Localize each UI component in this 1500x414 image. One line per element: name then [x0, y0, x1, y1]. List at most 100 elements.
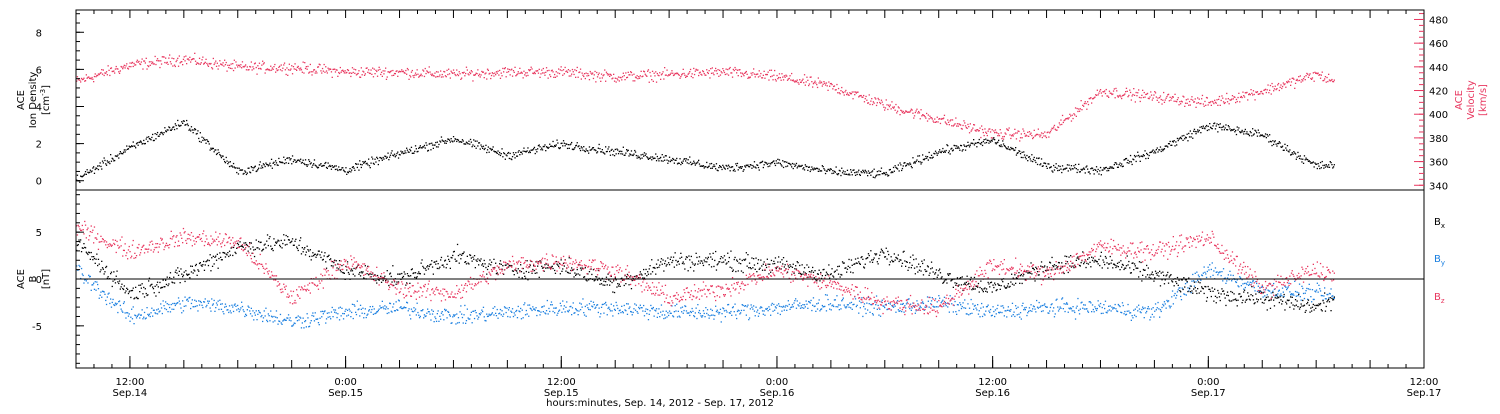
- velocity-point: [1006, 128, 1008, 130]
- by-point: [1160, 310, 1162, 313]
- velocity-point: [1028, 135, 1030, 137]
- by-point: [545, 313, 547, 315]
- velocity-point: [1063, 119, 1065, 122]
- velocity-point: [897, 106, 899, 108]
- ion-density-point: [1272, 140, 1274, 142]
- by-point: [130, 316, 132, 318]
- ion-density-point: [620, 153, 622, 155]
- velocity-point: [362, 70, 364, 72]
- velocity-point: [1115, 87, 1117, 90]
- ion-density-point: [509, 152, 511, 155]
- velocity-point: [476, 73, 478, 75]
- velocity-point: [110, 67, 113, 69]
- ion-density-point: [1018, 150, 1020, 152]
- ion-density-point: [1217, 131, 1219, 133]
- by-point: [613, 308, 616, 310]
- by-point: [790, 306, 792, 309]
- ion-density-point: [776, 162, 778, 164]
- by-point: [861, 297, 863, 299]
- by-point: [150, 312, 152, 314]
- velocity-point: [220, 63, 223, 66]
- velocity-point: [1271, 82, 1273, 85]
- by-point: [742, 304, 744, 307]
- velocity-point: [380, 73, 382, 76]
- velocity-point: [118, 71, 120, 73]
- bx-point: [125, 290, 127, 292]
- by-point: [455, 323, 457, 325]
- by-point: [1044, 305, 1047, 308]
- by-point: [1032, 308, 1034, 310]
- velocity-point: [1099, 89, 1102, 91]
- by-point: [266, 319, 268, 321]
- ion-density-point: [667, 162, 669, 164]
- velocity-point: [685, 75, 688, 77]
- velocity-point: [851, 91, 853, 93]
- velocity-point: [291, 65, 293, 67]
- ion-density-point: [569, 144, 571, 146]
- by-point: [1035, 311, 1037, 313]
- velocity-point: [1239, 96, 1242, 98]
- velocity-point: [749, 76, 751, 78]
- velocity-point: [791, 79, 794, 82]
- ion-density-point: [784, 161, 786, 163]
- by-point: [841, 299, 844, 301]
- by-point: [1255, 281, 1257, 283]
- by-point: [822, 306, 824, 308]
- ion-density-point: [545, 150, 547, 152]
- ion-density-point: [964, 149, 967, 151]
- ion-density-point: [652, 157, 654, 160]
- ion-density-point: [368, 165, 371, 167]
- ion-density-point: [93, 166, 95, 168]
- velocity-point: [548, 69, 550, 72]
- ion-density-point: [419, 145, 421, 147]
- ion-density-point: [714, 165, 716, 168]
- velocity-point: [546, 70, 548, 72]
- by-point: [208, 300, 210, 302]
- ion-density-point: [860, 171, 862, 173]
- by-point: [691, 307, 693, 310]
- bx-point: [169, 276, 171, 279]
- by-point: [1248, 284, 1250, 286]
- velocity-point: [562, 69, 565, 71]
- ion-density-point: [1183, 134, 1185, 137]
- velocity-point: [113, 70, 115, 72]
- velocity-point: [1160, 98, 1162, 101]
- by-point: [1039, 306, 1041, 308]
- by-point: [438, 320, 440, 322]
- ion-density-point: [127, 148, 129, 150]
- velocity-point: [1123, 94, 1125, 96]
- velocity-point: [1285, 86, 1287, 88]
- by-point: [313, 320, 316, 322]
- ion-density-point: [185, 124, 187, 126]
- by-point: [354, 305, 356, 307]
- velocity-point: [204, 61, 206, 63]
- by-point: [1003, 315, 1005, 317]
- ion-density-point: [186, 123, 189, 125]
- velocity-point: [906, 111, 908, 113]
- velocity-point: [1318, 74, 1320, 76]
- velocity-point: [500, 72, 502, 74]
- velocity-point: [264, 72, 266, 74]
- by-point: [83, 282, 85, 284]
- ion-density-point: [692, 162, 694, 164]
- ion-density-point: [242, 173, 244, 175]
- velocity-point: [1044, 131, 1046, 133]
- ion-density-point: [557, 142, 559, 144]
- ion-density-point: [262, 163, 265, 165]
- velocity-point: [120, 65, 122, 68]
- velocity-point: [1146, 92, 1149, 95]
- velocity-point: [496, 72, 498, 74]
- by-point: [1138, 308, 1141, 310]
- velocity-point: [237, 64, 240, 66]
- ion-density-point: [359, 160, 361, 162]
- velocity-point: [1114, 97, 1116, 99]
- ion-density-point: [505, 154, 507, 156]
- by-point: [1284, 285, 1286, 287]
- ion-density-point: [562, 145, 564, 147]
- by-point: [319, 317, 321, 319]
- ion-density-point: [258, 167, 260, 169]
- velocity-point: [231, 67, 233, 70]
- ion-density-point: [1256, 132, 1258, 134]
- ion-density-point: [947, 152, 950, 154]
- ion-density-point: [1156, 147, 1158, 149]
